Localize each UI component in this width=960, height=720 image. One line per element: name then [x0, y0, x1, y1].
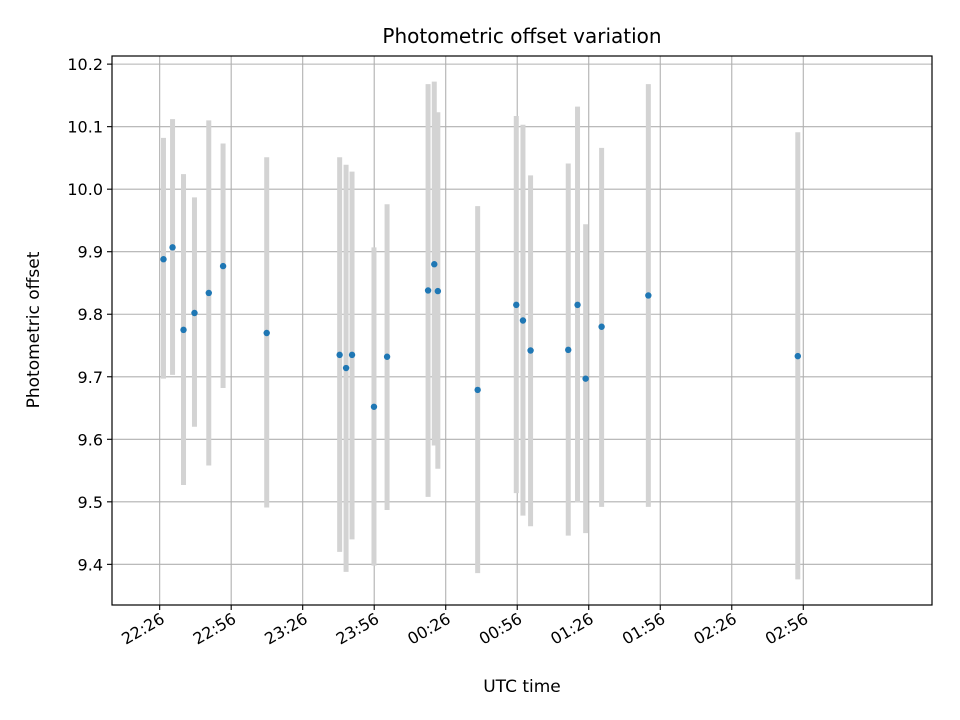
data-point [370, 403, 378, 410]
data-points [160, 244, 801, 410]
y-tick-label: 10.2 [67, 55, 103, 74]
x-axis-label: UTC time [483, 677, 561, 697]
data-point [219, 262, 227, 270]
y-tick-label: 10.1 [67, 118, 103, 137]
data-point [434, 287, 442, 295]
y-tick-label: 9.4 [78, 555, 103, 574]
data-point [383, 353, 391, 360]
y-tick-label: 9.6 [78, 430, 103, 449]
data-point [342, 364, 350, 372]
plot-frame [111, 55, 933, 606]
data-point [263, 329, 270, 337]
data-point [598, 323, 605, 330]
data-point [348, 351, 356, 359]
data-point [565, 346, 572, 354]
data-point [336, 351, 343, 359]
y-axis-label: Photometric offset [24, 251, 44, 408]
y-axis-ticks: 9.4 9.5 9.6 9.7 9.8 9.9 10.0 10.1 10.2 [67, 55, 112, 574]
data-point [205, 289, 212, 297]
data-point [513, 301, 520, 309]
data-point [794, 352, 801, 360]
data-point [582, 375, 589, 382]
data-point [474, 386, 481, 394]
y-tick-label: 9.8 [78, 305, 103, 324]
data-point [160, 256, 167, 263]
data-point [180, 326, 187, 334]
data-point [431, 261, 438, 268]
data-point [519, 317, 527, 324]
data-point [527, 347, 534, 354]
y-tick-label: 9.5 [78, 493, 103, 512]
chart-title: Photometric offset variation [382, 24, 661, 48]
y-tick-label: 9.7 [78, 368, 103, 387]
data-point [169, 244, 176, 251]
data-point [645, 292, 652, 299]
y-tick-label: 10.0 [67, 180, 103, 199]
data-point [191, 309, 198, 317]
data-point [424, 287, 432, 294]
y-tick-label: 9.9 [78, 243, 103, 262]
data-point [574, 301, 581, 309]
